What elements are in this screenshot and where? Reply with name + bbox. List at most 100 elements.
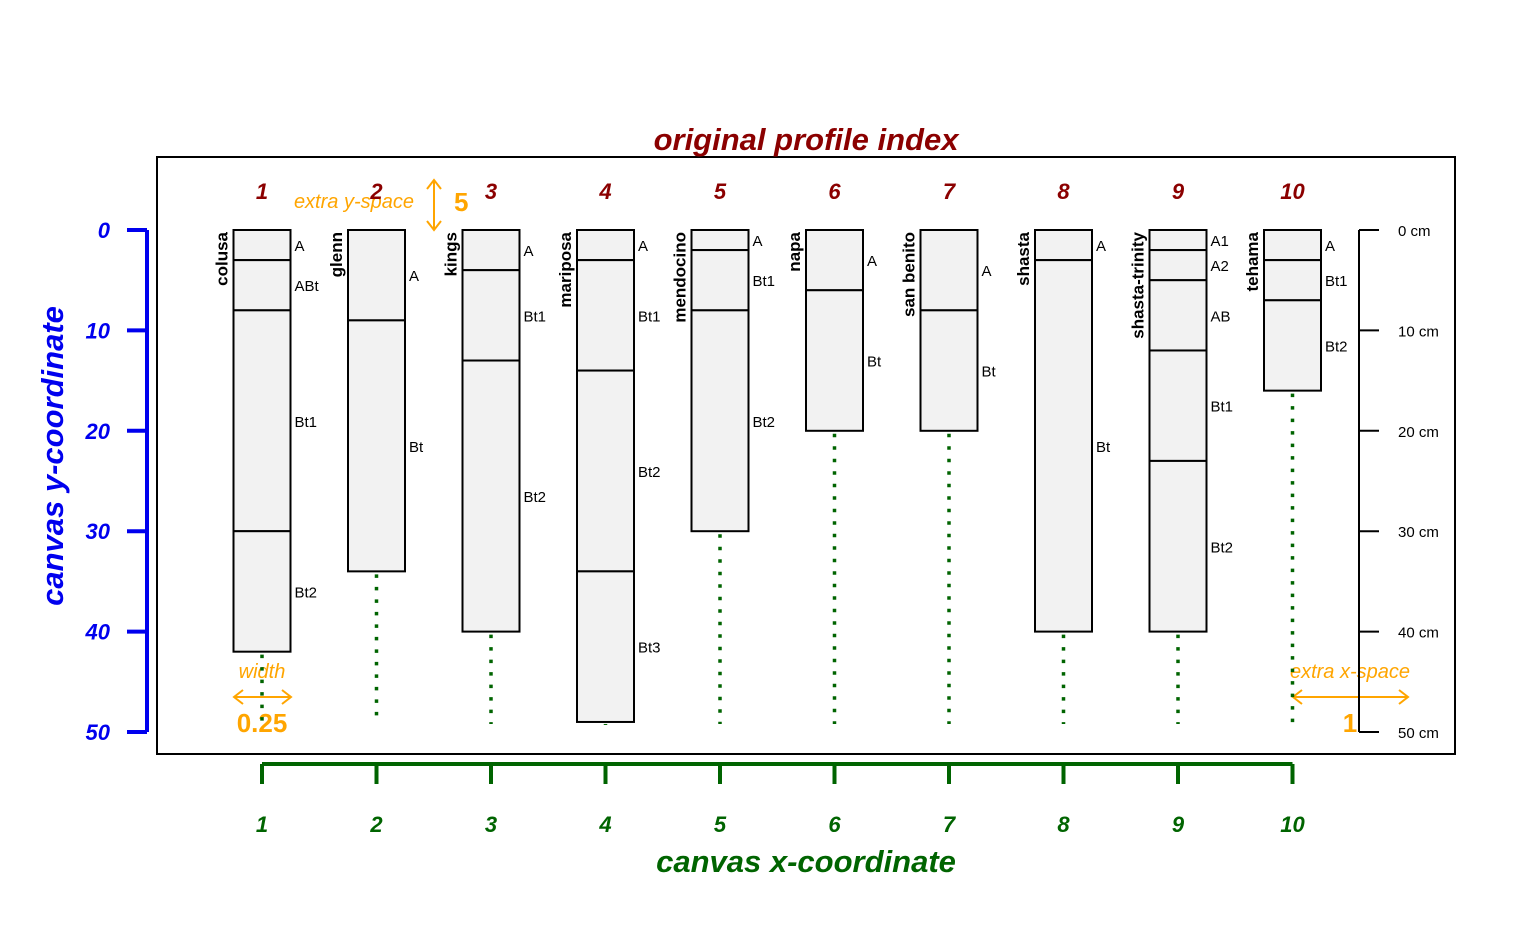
depth-tick-label: 0 cm <box>1398 223 1431 240</box>
profile-index-label: 2 <box>369 179 383 204</box>
horizon-label: A1 <box>1211 233 1229 250</box>
horizon-block <box>1148 279 1208 352</box>
profile-index-label: 1 <box>256 179 268 204</box>
y-tick-label: 0 <box>98 218 111 243</box>
x-tick-label: 4 <box>598 812 611 837</box>
y-tick-label: 40 <box>85 620 111 645</box>
horizon-label: AB <box>1211 308 1231 325</box>
horizon-label: A <box>524 243 534 260</box>
extra-x-space-label: extra x-space <box>1290 661 1410 683</box>
profile: 2 A Bt glenn <box>327 179 424 724</box>
y-tick-label: 20 <box>85 419 111 444</box>
horizon-block <box>232 259 292 312</box>
x-tick-label: 9 <box>1172 812 1185 837</box>
x-tick-label: 10 <box>1280 812 1305 837</box>
horizon-block <box>1148 229 1208 252</box>
profile: 9 A1 A2 AB Bt1 Bt2 shasta-trinity <box>1129 179 1234 724</box>
x-tick-label: 2 <box>369 812 383 837</box>
horizon-block <box>347 229 406 322</box>
profile: 1 A ABt Bt1 Bt2 colusa <box>213 179 320 724</box>
horizon-block <box>1034 259 1093 633</box>
horizon-label: A <box>1096 238 1106 255</box>
horizon-label: Bt2 <box>753 414 776 431</box>
horizon-label: A <box>638 238 648 255</box>
horizon-block <box>919 229 979 312</box>
profile: 6 A Bt napa <box>785 179 882 724</box>
horizon-block <box>690 229 750 252</box>
x-axis: 1 2 3 4 5 6 7 8 9 10 <box>256 762 1305 837</box>
extra-y-space-value: 5 <box>454 187 468 217</box>
horizon-block <box>805 229 864 292</box>
profile: 5 A Bt1 Bt2 mendocino <box>671 179 776 724</box>
profiles: 1AABtBt1Bt2colusa2ABtglenn3ABt1Bt2kings4… <box>213 179 1348 725</box>
x-tick-label: 6 <box>828 812 841 837</box>
horizon-block <box>1263 299 1322 392</box>
depth-axis: 0 cm 10 cm 20 cm 30 cm 40 cm 50 cm <box>1358 223 1439 742</box>
horizon-label: A <box>753 233 763 250</box>
horizon-block <box>690 309 750 533</box>
horizon-label: Bt <box>982 364 997 381</box>
extra-y-space-label: extra y-space <box>294 191 414 213</box>
horizon-block <box>576 229 635 262</box>
profile: 10 A Bt1 Bt2 tehama <box>1243 179 1348 724</box>
horizon-label: Bt2 <box>1325 338 1348 355</box>
profile: 8 A Bt shasta <box>1014 179 1111 724</box>
horizon-block <box>1263 229 1322 262</box>
horizon-block <box>805 289 864 432</box>
profile-name-label: kings <box>442 232 461 276</box>
x-tick-label: 1 <box>256 812 268 837</box>
horizon-label: A <box>409 268 419 285</box>
y-tick-label: 30 <box>86 519 111 544</box>
depth-tick-label: 10 cm <box>1398 323 1439 340</box>
profile-name-label: glenn <box>327 232 346 277</box>
profile-name-label: san benito <box>900 232 919 317</box>
horizon-block <box>232 530 292 653</box>
horizon-label: Bt2 <box>295 584 318 601</box>
horizon-block <box>461 229 521 272</box>
horizon-block <box>690 249 750 312</box>
horizon-label: Bt1 <box>1211 399 1234 416</box>
x-tick-label: 3 <box>485 812 497 837</box>
horizon-label: Bt2 <box>1211 539 1234 556</box>
horizon-label: Bt2 <box>638 464 661 481</box>
profile-index-label: 8 <box>1057 179 1070 204</box>
horizon-label: Bt1 <box>295 414 318 431</box>
horizon-label: Bt1 <box>524 308 547 325</box>
horizon-label: A <box>867 253 877 270</box>
profile-index-label: 9 <box>1172 179 1185 204</box>
x-tick-label: 7 <box>943 812 957 837</box>
horizon-label: Bt3 <box>638 640 661 657</box>
horizon-label: ABt <box>295 278 320 295</box>
horizon-block <box>576 369 635 573</box>
horizon-block <box>576 570 635 723</box>
depth-tick-label: 20 cm <box>1398 424 1439 441</box>
profile-name-label: shasta <box>1014 231 1033 285</box>
profile: 4 A Bt1 Bt2 Bt3 mariposa <box>556 179 661 725</box>
horizon-label: A <box>982 263 992 280</box>
profile-name-label: mendocino <box>671 232 690 323</box>
extra-x-space-value: 1 <box>1343 708 1357 738</box>
horizon-block <box>1034 229 1093 262</box>
horizon-label: A <box>295 238 305 255</box>
profile-index-label: 6 <box>828 179 841 204</box>
horizon-label: A2 <box>1211 258 1229 275</box>
profile-name-label: shasta-trinity <box>1129 231 1148 338</box>
horizon-block <box>1148 349 1208 462</box>
horizon-block <box>919 309 979 432</box>
horizon-label: Bt <box>409 439 424 456</box>
y-tick-label: 50 <box>86 720 111 745</box>
profile-name-label: tehama <box>1243 231 1262 291</box>
horizon-block <box>1148 249 1208 282</box>
profile: 3 A Bt1 Bt2 kings <box>442 179 547 724</box>
width-label: width <box>239 661 286 683</box>
horizon-label: Bt1 <box>1325 273 1348 290</box>
chart-title: original profile index <box>654 122 961 157</box>
depth-tick-label: 30 cm <box>1398 524 1439 541</box>
horizon-block <box>232 229 292 262</box>
horizon-label: Bt1 <box>638 308 661 325</box>
profile-index-label: 4 <box>598 179 611 204</box>
width-annotation: width 0.25 <box>232 661 293 738</box>
profile-name-label: napa <box>785 231 804 271</box>
horizon-block <box>1263 259 1322 302</box>
